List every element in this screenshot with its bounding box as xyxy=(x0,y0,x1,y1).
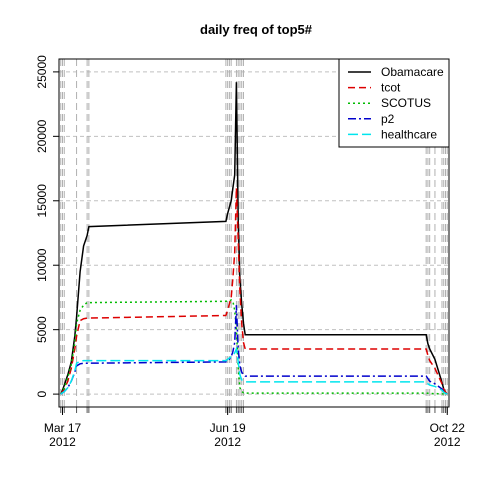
series-lines xyxy=(60,82,448,395)
series-line-scotus xyxy=(60,299,448,395)
y-tick-label: 15000 xyxy=(35,184,49,218)
x-tick-label-year: 2012 xyxy=(434,435,461,449)
x-tick-label: Jun 19 xyxy=(210,421,246,435)
y-tick-label: 20000 xyxy=(35,119,49,153)
y-tick-label: 0 xyxy=(35,390,49,397)
y-tick-label: 5000 xyxy=(35,316,49,343)
x-tick-label: Oct 22 xyxy=(430,421,466,435)
x-tick-label: Mar 17 xyxy=(44,421,82,435)
legend-label: healthcare xyxy=(381,127,437,141)
chart-title: daily freq of top5# xyxy=(200,22,313,37)
y-tick-label: 10000 xyxy=(35,248,49,282)
legend-label: SCOTUS xyxy=(381,96,431,110)
series-line-healthcare xyxy=(60,346,448,395)
y-tick-label: 25000 xyxy=(35,55,49,89)
plot-frame xyxy=(58,58,450,408)
x-tick-label-year: 2012 xyxy=(49,435,76,449)
legend-label: p2 xyxy=(381,112,395,126)
legend-box xyxy=(338,58,450,148)
series-line-p2 xyxy=(60,305,448,395)
x-tick-label-year: 2012 xyxy=(214,435,241,449)
legend-label: tcot xyxy=(381,81,401,95)
legend-label: Obamacare xyxy=(381,65,444,79)
series-line-tcot xyxy=(60,187,448,395)
